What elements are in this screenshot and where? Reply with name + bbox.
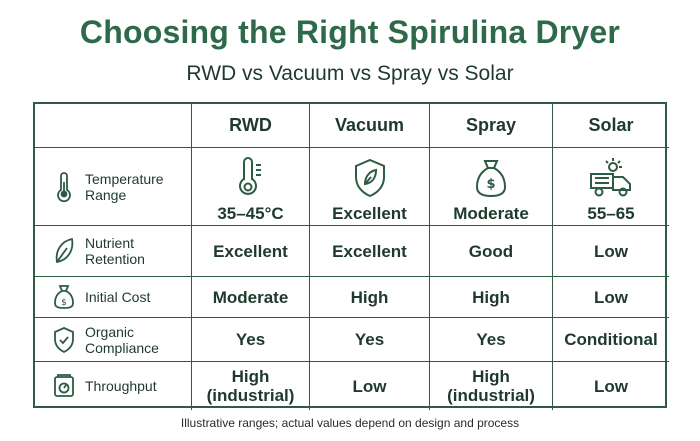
cell-spray-cost: High <box>430 277 553 318</box>
cell-value: Excellent <box>332 204 407 223</box>
cell-value: 55–65 <box>587 204 635 223</box>
scale-icon <box>51 371 77 401</box>
column-header-solar: Solar <box>553 104 669 148</box>
column-header-spray: Spray <box>430 104 553 148</box>
cell-solar-temperature: 55–65 <box>553 148 669 226</box>
comparison-table: RWD Vacuum Spray Solar Temperature Range… <box>33 102 669 410</box>
row-label-organic-compliance: Organic Compliance <box>35 318 192 362</box>
cell-value: 35–45°C <box>217 204 284 223</box>
shield-check-icon <box>51 325 77 355</box>
row-label-text: Initial Cost <box>85 289 151 305</box>
cell-solar-nutrient: Low <box>553 226 669 277</box>
money-bag-icon: $ <box>51 282 77 312</box>
page-subtitle: RWD vs Vacuum vs Spray vs Solar <box>186 62 514 85</box>
header-corner <box>35 104 192 148</box>
cell-rwd-temperature: 35–45°C <box>192 148 310 226</box>
row-label-temperature-range: Temperature Range <box>35 148 192 226</box>
cell-solar-cost: Low <box>553 277 669 318</box>
row-label-initial-cost: $ Initial Cost <box>35 277 192 318</box>
shield-leaf-icon <box>352 156 388 200</box>
cell-rwd-nutrient: Excellent <box>192 226 310 277</box>
cell-rwd-throughput: High (industrial) <box>192 362 310 410</box>
cell-value: Moderate <box>453 204 529 223</box>
cell-spray-temperature: $ Moderate <box>430 148 553 226</box>
row-label-throughput: Throughput <box>35 362 192 410</box>
svg-text:$: $ <box>61 298 67 308</box>
cell-vacuum-organic: Yes <box>310 318 430 362</box>
column-header-vacuum: Vacuum <box>310 104 430 148</box>
money-bag-icon: $ <box>473 156 509 200</box>
cell-vacuum-cost: High <box>310 277 430 318</box>
cell-rwd-organic: Yes <box>192 318 310 362</box>
row-label-text: Organic Compliance <box>85 323 159 356</box>
solar-truck-icon <box>587 156 635 200</box>
thermometer-icon <box>51 171 77 202</box>
cell-solar-throughput: Low <box>594 376 628 396</box>
column-header-rwd: RWD <box>192 104 310 148</box>
row-label-text: Throughput <box>85 378 157 394</box>
thermometer-icon <box>234 156 268 200</box>
row-label-nutrient-retention: Nutrient Retention <box>35 226 192 277</box>
cell-spray-throughput: High (industrial) <box>430 362 553 410</box>
cell-rwd-cost: Moderate <box>192 277 310 318</box>
row-label-text: Temperature Range <box>85 170 164 203</box>
footnote: Illustrative ranges; actual values depen… <box>180 416 520 430</box>
cell-spray-organic: Yes <box>430 318 553 362</box>
cell-vacuum-nutrient: Excellent <box>310 226 430 277</box>
svg-text:$: $ <box>486 177 495 192</box>
cell-vacuum-throughput: Low <box>310 362 430 410</box>
cell-spray-nutrient: Good <box>430 226 553 277</box>
row-label-text: Nutrient Retention <box>85 235 145 267</box>
leaf-icon <box>51 236 77 266</box>
cell-solar-organic: Conditional <box>553 318 669 362</box>
page-title: Choosing the Right Spirulina Dryer <box>79 14 621 50</box>
cell-vacuum-temperature: Excellent <box>310 148 430 226</box>
